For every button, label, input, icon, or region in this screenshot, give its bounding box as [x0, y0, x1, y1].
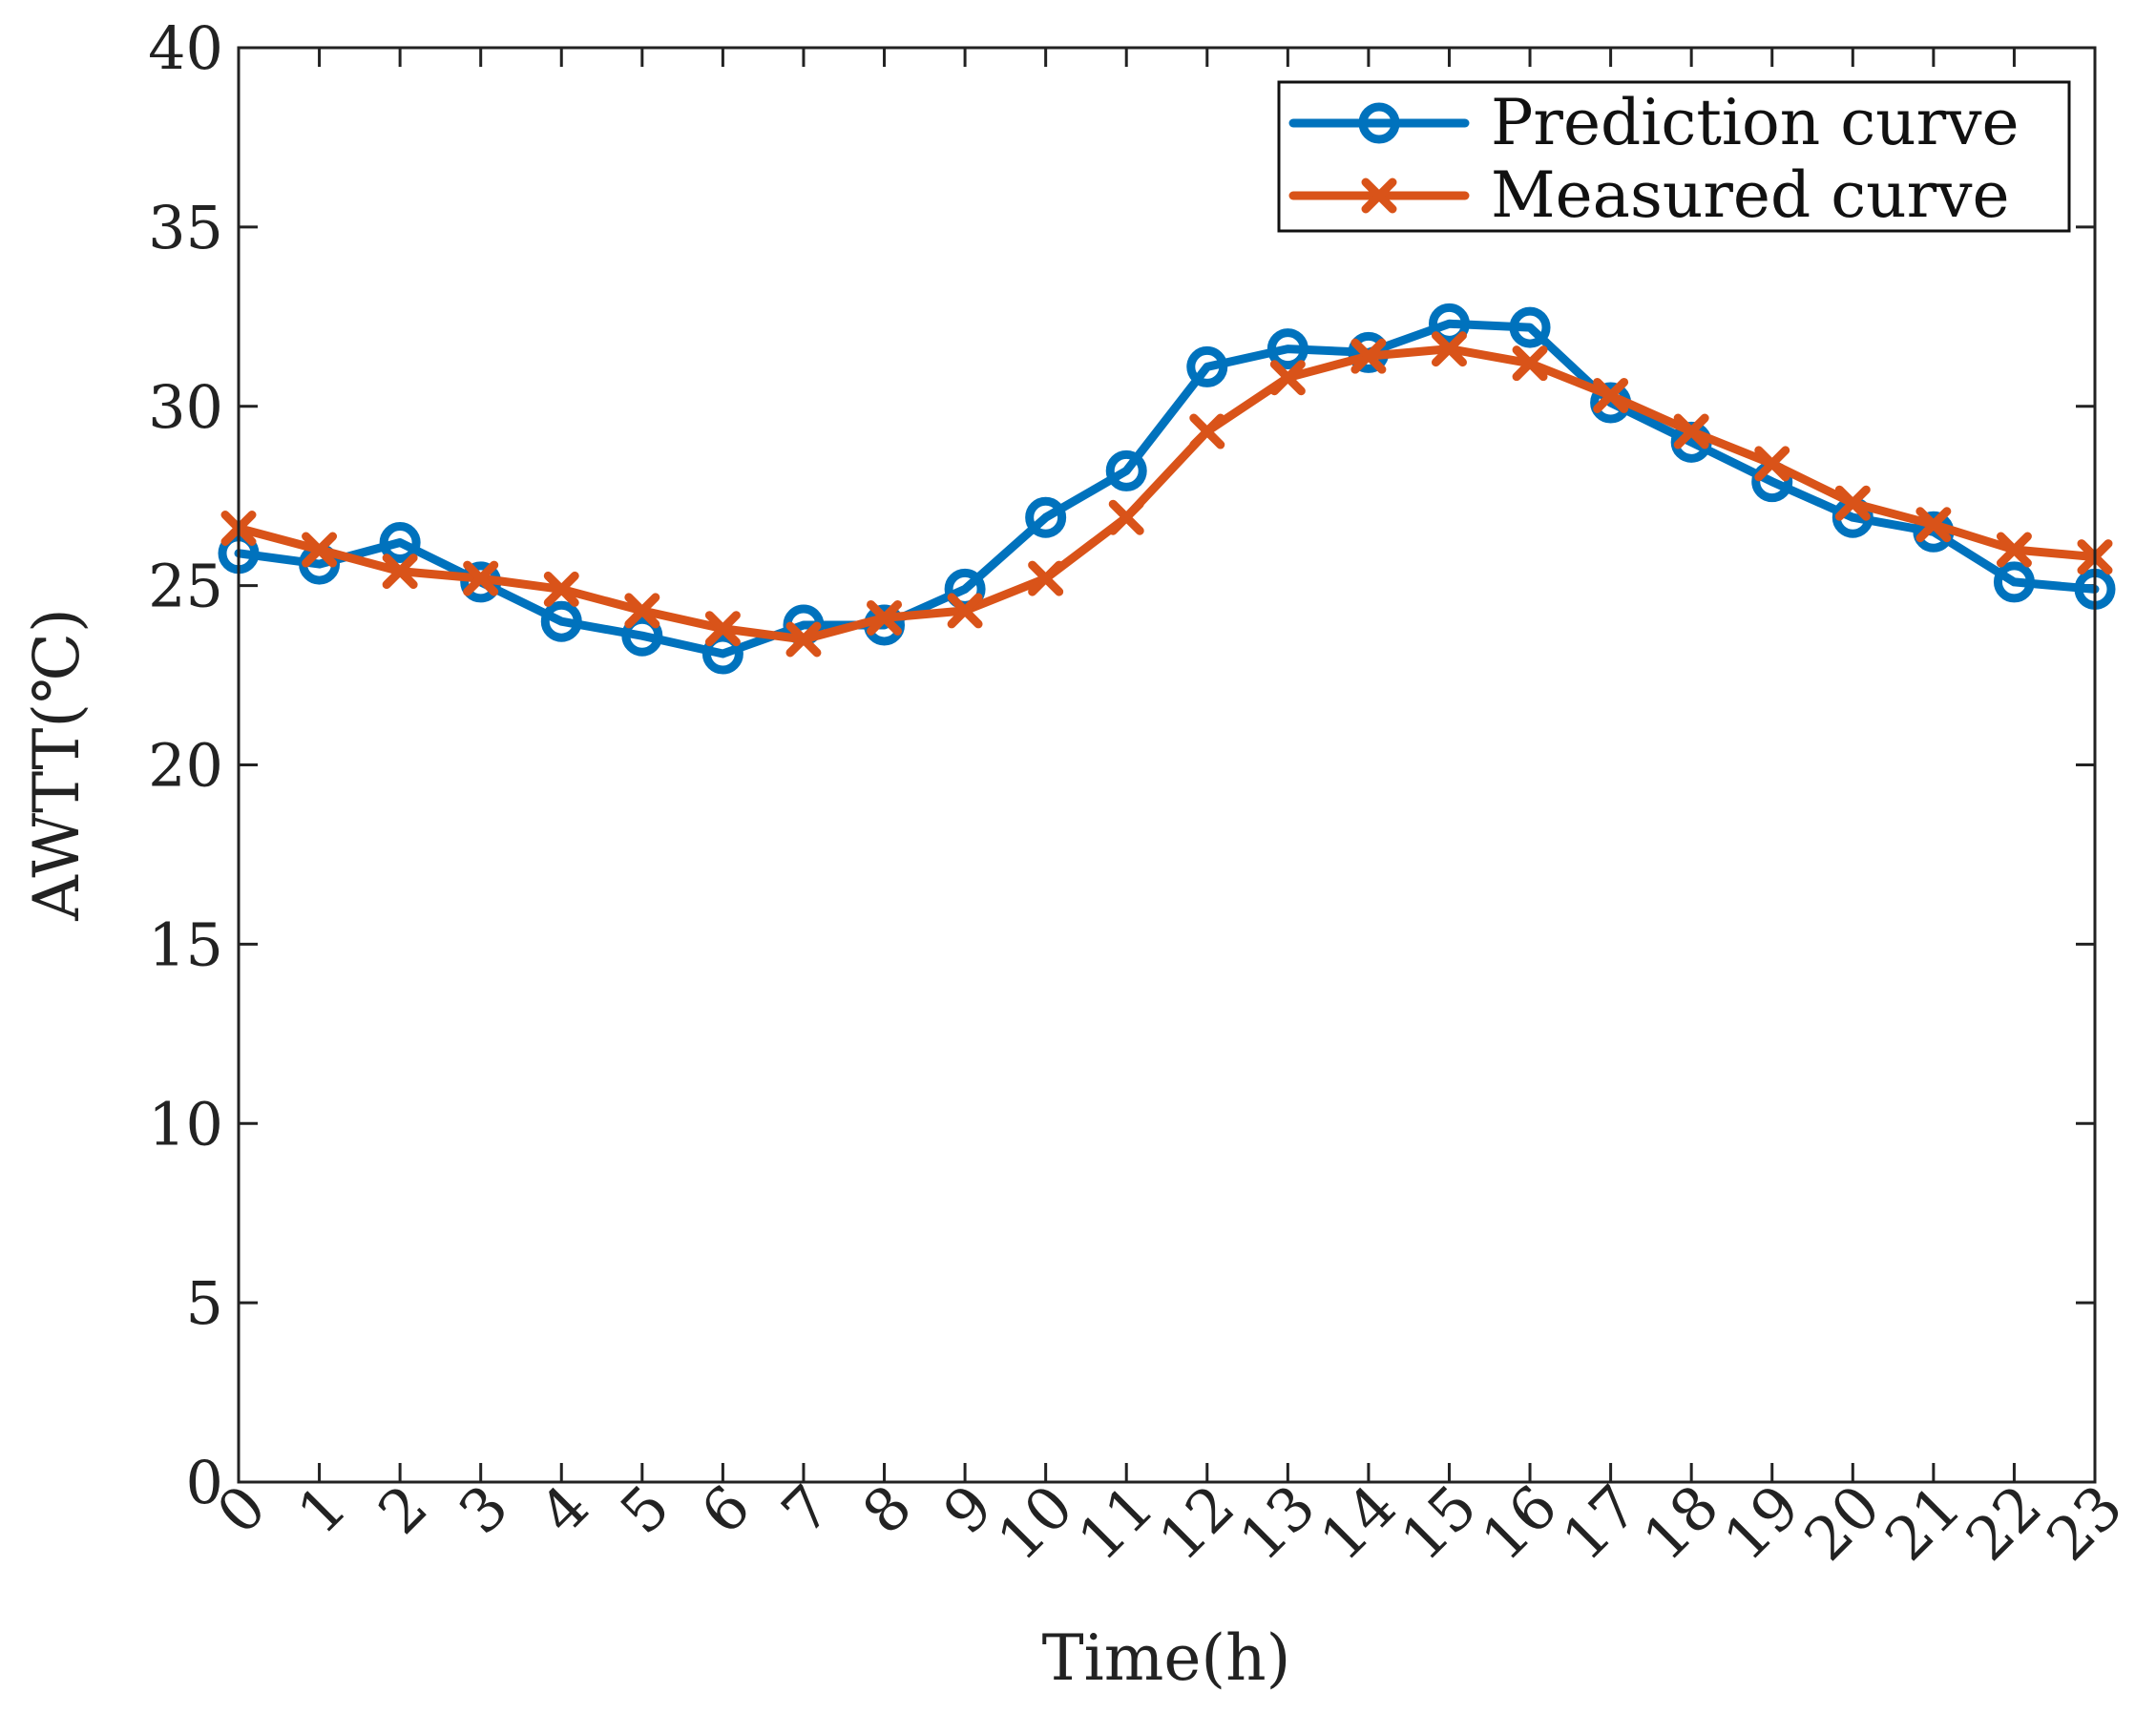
y-tick-label-40: 40 — [148, 13, 223, 83]
prediction-point-22 — [1993, 561, 2035, 603]
legend-box — [1277, 80, 2071, 233]
measured-point-10 — [1028, 560, 1064, 596]
prediction-point-5 — [621, 615, 663, 657]
measured-point-9 — [947, 593, 983, 629]
measured-point-4 — [543, 571, 579, 607]
series-line-measured — [234, 345, 2100, 644]
prediction-point-2 — [379, 522, 421, 564]
measured-point-7 — [785, 621, 822, 658]
measured-point-1 — [302, 532, 338, 568]
y-tick-label-35: 35 — [148, 193, 223, 262]
legend-label-prediction: Prediction curve — [1491, 86, 2020, 159]
measured-point-20 — [1834, 485, 1871, 521]
y-tick-label-10: 10 — [148, 1089, 223, 1159]
measured-point-8 — [867, 599, 903, 636]
x-axis-label: Time(h) — [1042, 1621, 1291, 1695]
y-tick-label-15: 15 — [148, 909, 223, 979]
y-tick-label-20: 20 — [148, 731, 223, 801]
measured-point-6 — [704, 611, 741, 647]
y-tick-label-25: 25 — [148, 552, 223, 621]
prediction-point-13 — [1266, 328, 1308, 370]
prediction-point-11 — [1105, 449, 1147, 491]
prediction-point-4 — [540, 600, 582, 642]
y-tick-label-0: 0 — [186, 1448, 223, 1517]
measured-point-5 — [624, 593, 660, 629]
measured-point-12 — [1189, 413, 1225, 449]
prediction-point-16 — [1509, 306, 1551, 348]
measured-point-3 — [463, 560, 499, 596]
y-axis-label: AWTT(℃) — [20, 608, 94, 921]
series-layer — [218, 303, 2116, 675]
measured-point-17 — [1593, 377, 1629, 413]
measured-point-14 — [1350, 338, 1387, 374]
prediction-point-15 — [1428, 303, 1470, 345]
measured-point-15 — [1431, 331, 1467, 367]
prediction-point-6 — [701, 633, 743, 675]
measured-point-13 — [1269, 360, 1306, 396]
measured-point-19 — [1754, 446, 1790, 482]
legend-marker-prediction — [1358, 102, 1400, 144]
prediction-point-12 — [1186, 345, 1228, 387]
y-tick-label-5: 5 — [186, 1268, 223, 1338]
measured-point-21 — [1915, 507, 1952, 543]
legend-label-measured: Measured curve — [1491, 158, 2010, 232]
measured-point-2 — [382, 554, 418, 590]
measured-point-11 — [1108, 499, 1144, 535]
legend-marker-measured — [1361, 178, 1397, 214]
y-tick-label-30: 30 — [148, 372, 223, 442]
legend: Prediction curve Measured curve — [1277, 80, 2071, 233]
measured-point-16 — [1512, 345, 1548, 382]
measured-point-22 — [1996, 532, 2032, 568]
measured-point-18 — [1673, 413, 1709, 449]
plot-area-frame — [237, 46, 2097, 1484]
prediction-point-10 — [1025, 496, 1067, 538]
